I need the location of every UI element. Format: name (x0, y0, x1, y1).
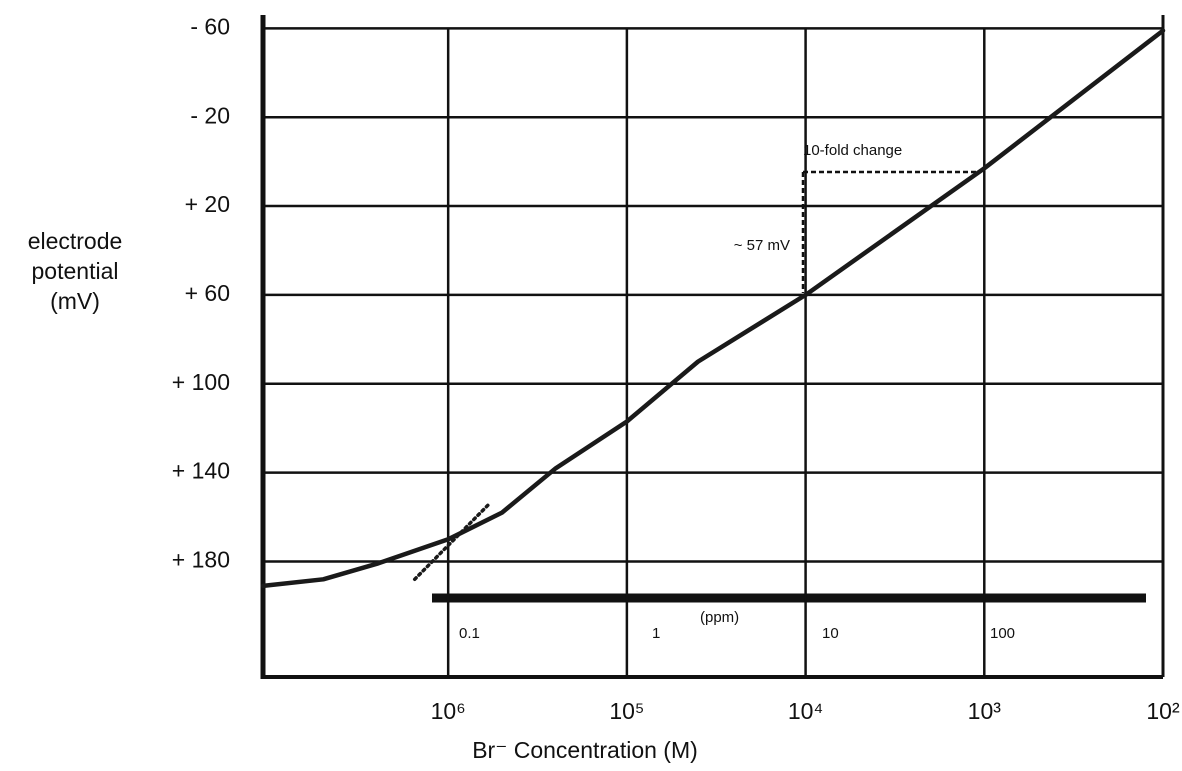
x-tick-label: 10² (1146, 698, 1180, 724)
annotation: 10-fold change (803, 142, 902, 159)
y-tick-label: + 20 (185, 191, 230, 217)
y-tick-label: + 60 (185, 280, 230, 306)
y-tick-label: + 140 (172, 458, 230, 484)
y-tick-label: - 20 (190, 102, 230, 128)
data-line (412, 501, 492, 582)
y-axis-title: potential (32, 258, 119, 284)
data-line (260, 28, 1166, 589)
x-axis-title: Br⁻ Concentration (M) (472, 737, 698, 763)
y-axis-title: (mV) (50, 288, 100, 314)
x-tick-label: 10⁴ (788, 698, 823, 724)
annotation: ~ 57 mV (734, 237, 790, 254)
x-tick-label: 10⁶ (431, 698, 466, 724)
ppm-unit: (ppm) (700, 609, 739, 626)
y-tick-label: + 180 (172, 547, 230, 573)
y-tick-label: + 100 (172, 369, 230, 395)
x-tick-label: 10³ (968, 698, 1002, 724)
ppm-label: 100 (990, 625, 1015, 642)
y-axis-title: electrode (28, 228, 123, 254)
ppm-label: 0.1 (459, 625, 480, 642)
ppm-label: 1 (652, 625, 660, 642)
ppm-label: 10 (822, 625, 839, 642)
y-tick-label: - 60 (190, 13, 230, 39)
x-tick-label: 10⁵ (609, 698, 644, 724)
